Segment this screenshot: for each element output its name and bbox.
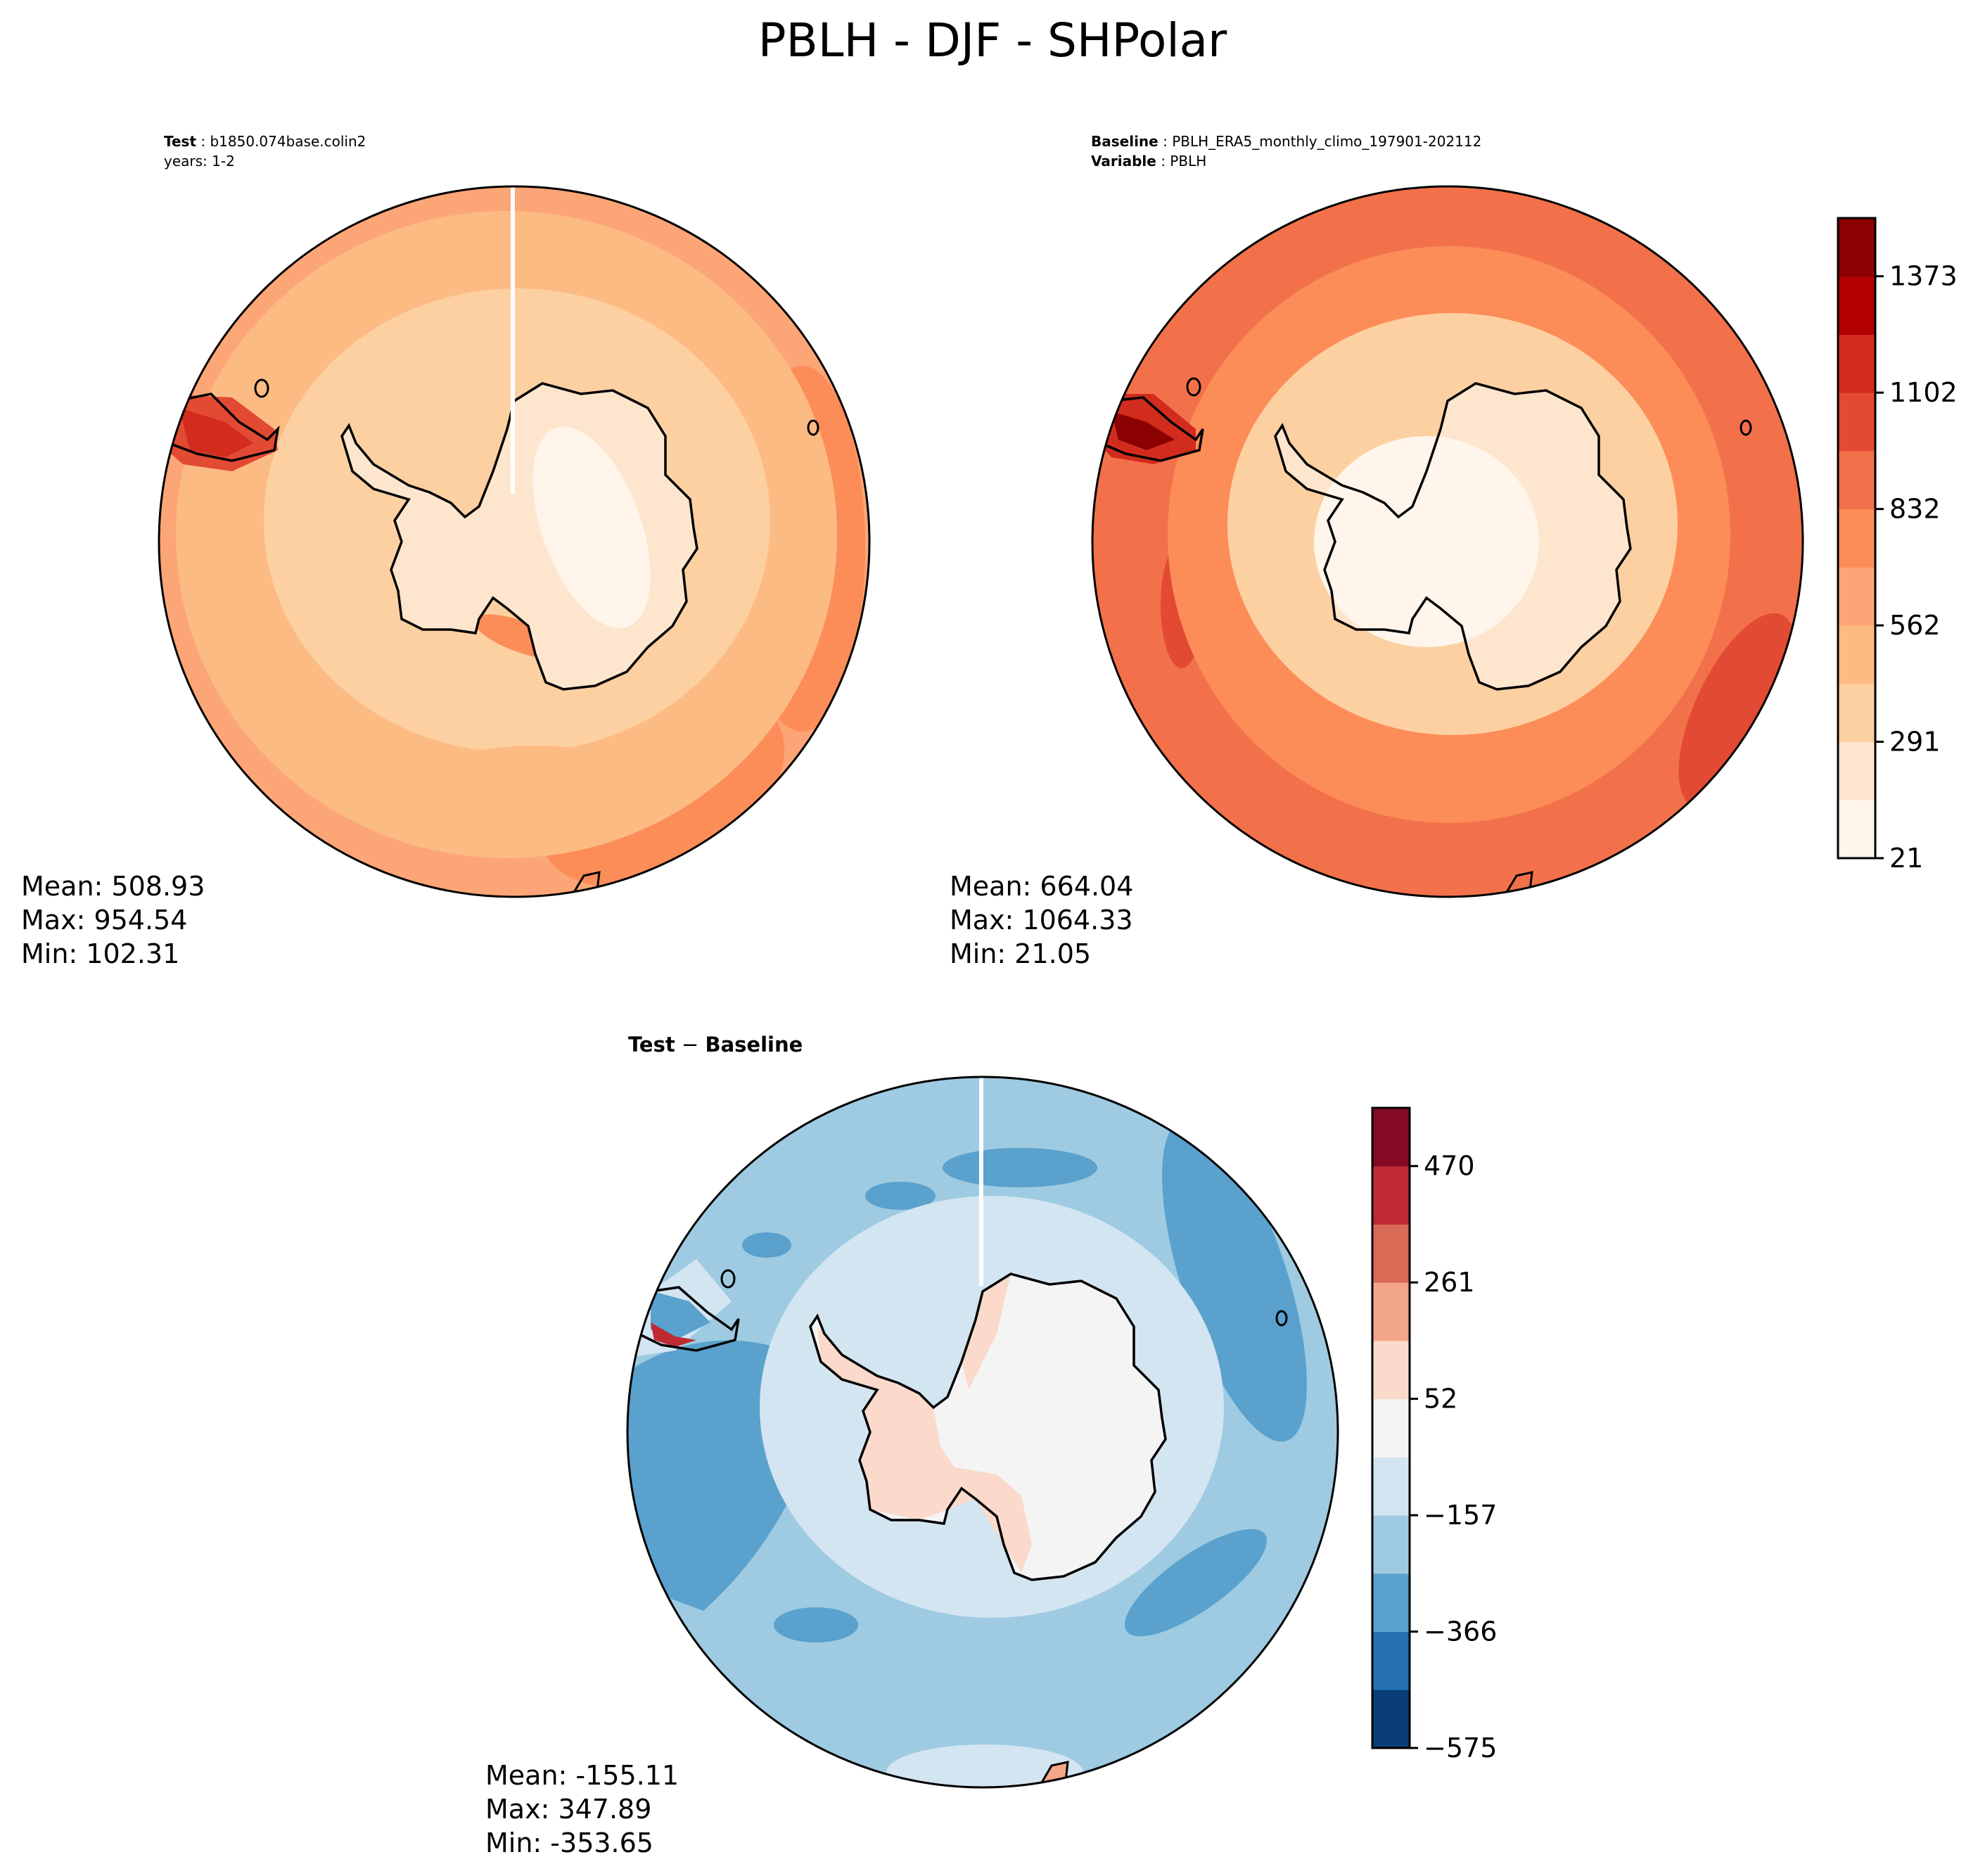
baseline-stats-min: Min: 21.05 <box>950 938 1091 969</box>
diff-stats-max: Max: 347.89 <box>485 1794 651 1825</box>
difference-colorbar-tick-label: −366 <box>1424 1616 1497 1647</box>
test-stats-max: Max: 954.54 <box>21 905 187 936</box>
levels-colorbar-block <box>1838 625 1875 684</box>
baseline-variable-label: Variable : PBLH <box>1091 153 1206 170</box>
difference-colorbar-tick-label: −157 <box>1424 1500 1497 1531</box>
difference-colorbar-block <box>1372 1631 1410 1690</box>
difference-colorbar-block <box>1372 1340 1410 1400</box>
levels-colorbar-tick-label: 832 <box>1889 494 1941 525</box>
diff-title-key: Test <box>628 1033 675 1057</box>
diff-title-value: Baseline <box>705 1033 803 1057</box>
test-stats-mean: Mean: 508.93 <box>21 871 205 902</box>
difference-colorbar-tick-label: −575 <box>1424 1733 1497 1763</box>
difference-colorbar-block <box>1372 1108 1410 1167</box>
test-label-value: b1850.074base.colin2 <box>210 133 366 150</box>
levels-colorbar-tick-label: 291 <box>1889 727 1941 758</box>
difference-colorbar-blocks <box>1372 1108 1410 1749</box>
baseline-map-boundary <box>1091 185 1804 898</box>
difference-colorbar-block <box>1372 1515 1410 1574</box>
levels-colorbar-block <box>1838 450 1875 510</box>
test-years-label: years: 1-2 <box>164 153 235 170</box>
difference-colorbar-tick-label: 52 <box>1424 1384 1457 1415</box>
diff-stats-min: Min: -353.65 <box>485 1827 653 1858</box>
difference-colorbar-block <box>1372 1224 1410 1283</box>
levels-colorbar-block <box>1838 741 1875 800</box>
figure-title: PBLH - DJF - SHPolar <box>758 13 1227 68</box>
difference-colorbar-block <box>1372 1457 1410 1516</box>
baseline-stats-mean: Mean: 664.04 <box>950 871 1133 902</box>
levels-colorbar-tick-label: 21 <box>1889 843 1923 874</box>
test-panel: Test : b1850.074base.colin2 years: 1-2 <box>21 133 871 969</box>
baseline-label-value: PBLH_ERA5_monthly_climo_197901-202112 <box>1172 133 1481 150</box>
levels-colorbar-blocks <box>1838 218 1875 859</box>
baseline-map <box>1092 186 1803 897</box>
baseline-stats-max: Max: 1064.33 <box>950 905 1133 936</box>
levels-colorbar-block <box>1838 800 1875 859</box>
diff-stats-mean: Mean: -155.11 <box>485 1760 679 1791</box>
test-panel-label: Test : b1850.074base.colin2 <box>164 133 366 150</box>
diff-panel-title: Test − Baseline <box>628 1033 803 1057</box>
baseline-variable-value: PBLH <box>1170 153 1206 170</box>
levels-colorbar-tick-label: 562 <box>1889 610 1941 641</box>
diff-map <box>627 1077 1338 1787</box>
diff-title-sep: − <box>675 1033 706 1057</box>
levels-colorbar-block <box>1838 393 1875 452</box>
baseline-variable-key: Variable <box>1091 153 1156 170</box>
levels-colorbar: 21 291 562 832 1102 1373 <box>1837 217 1958 874</box>
diff-map-boundary <box>626 1076 1339 1789</box>
levels-colorbar-tick-label: 1373 <box>1889 261 1958 292</box>
difference-colorbar: −575 −366 −157 52 261 470 <box>1371 1106 1497 1763</box>
difference-colorbar-tick-label: 261 <box>1424 1267 1475 1298</box>
baseline-label-key: Baseline <box>1091 133 1159 150</box>
levels-colorbar-block <box>1838 683 1875 743</box>
levels-colorbar-frame <box>1837 217 1877 860</box>
levels-colorbar-block <box>1838 276 1875 335</box>
test-label-key: Test <box>164 133 196 150</box>
difference-colorbar-block <box>1372 1282 1410 1341</box>
baseline-panel-label: Baseline : PBLH_ERA5_monthly_climo_19790… <box>1091 133 1481 150</box>
test-map-boundary <box>158 185 871 898</box>
test-map <box>159 186 869 897</box>
difference-colorbar-block <box>1372 1398 1410 1457</box>
difference-colorbar-block <box>1372 1690 1410 1749</box>
difference-colorbar-frame <box>1371 1106 1411 1749</box>
levels-colorbar-block <box>1838 509 1875 568</box>
levels-colorbar-tick-label: 1102 <box>1889 377 1958 408</box>
difference-colorbar-tick-label: 470 <box>1424 1151 1475 1182</box>
baseline-panel: Baseline : PBLH_ERA5_monthly_climo_19790… <box>950 133 1804 969</box>
difference-colorbar-ticks: −575 −366 −157 52 261 470 <box>1410 1151 1497 1763</box>
difference-colorbar-block <box>1372 1166 1410 1225</box>
difference-colorbar-block <box>1372 1573 1410 1633</box>
levels-colorbar-block <box>1838 567 1875 626</box>
levels-colorbar-ticks: 21 291 562 832 1102 1373 <box>1875 261 1958 874</box>
levels-colorbar-block <box>1838 334 1875 393</box>
test-stats-min: Min: 102.31 <box>21 938 179 969</box>
levels-colorbar-block <box>1838 218 1875 277</box>
diff-panel: Test − Baseline <box>485 1033 1339 1858</box>
